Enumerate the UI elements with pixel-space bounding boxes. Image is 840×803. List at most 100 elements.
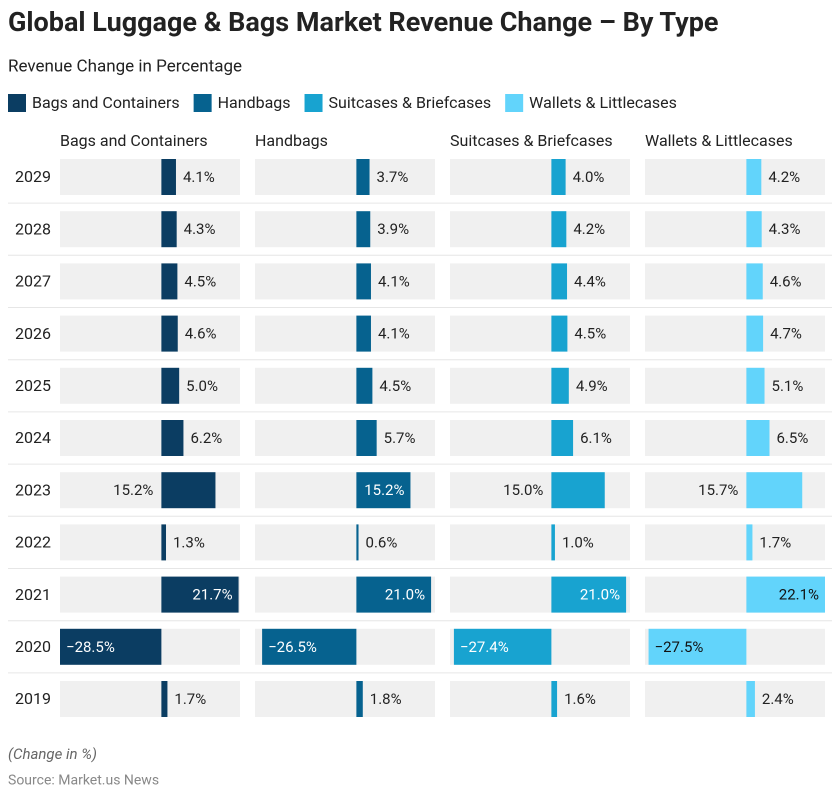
value-label: 4.2% — [573, 220, 605, 238]
bar — [356, 211, 371, 248]
bar — [746, 263, 763, 300]
panel-background — [645, 315, 825, 352]
bar — [161, 472, 216, 509]
value-label: 15.7% — [698, 481, 738, 499]
value-label: 4.1% — [183, 168, 215, 186]
value-label: 5.0% — [186, 377, 218, 395]
bar — [356, 367, 373, 404]
value-label: 4.0% — [573, 168, 605, 186]
panel-background — [60, 420, 240, 456]
panel-title: Suitcases & Briefcases — [450, 131, 613, 150]
value-label: 4.1% — [378, 272, 410, 290]
panel-title: Bags and Containers — [60, 131, 208, 150]
bar — [551, 315, 568, 352]
value-label: 4.6% — [770, 272, 802, 290]
panel-background — [60, 211, 240, 248]
bar — [746, 315, 764, 352]
panel-background — [645, 420, 825, 456]
bar — [60, 628, 162, 665]
bar — [356, 681, 363, 717]
bar — [746, 472, 803, 509]
value-label: 4.3% — [184, 220, 216, 238]
value-label: 21.7% — [192, 586, 232, 604]
panel-background — [450, 263, 630, 300]
value-label: 3.9% — [377, 220, 409, 238]
bar — [551, 420, 574, 456]
panel-background — [60, 681, 240, 717]
value-label: 15.2% — [364, 481, 404, 499]
panel-background — [255, 315, 435, 352]
panel-background — [645, 367, 825, 404]
legend-label: Bags and Containers — [32, 93, 180, 112]
source: Source: Market.us News — [8, 773, 159, 789]
panel-background — [450, 367, 630, 404]
bar — [453, 628, 552, 665]
chart-subtitle: Revenue Change in Percentage — [8, 56, 242, 76]
bar — [551, 263, 568, 300]
note: (Change in %) — [8, 745, 97, 763]
value-label: 4.9% — [576, 377, 608, 395]
value-label: 4.5% — [574, 325, 606, 343]
y-tick-label: 2028 — [15, 219, 51, 238]
panel-background — [450, 211, 630, 248]
legend-label: Handbags — [218, 93, 291, 112]
panel-background — [255, 159, 435, 195]
panel-background — [255, 524, 435, 561]
value-label: 1.8% — [370, 690, 402, 708]
panel-background — [60, 315, 240, 352]
bar — [356, 315, 371, 352]
y-tick-label: 2023 — [15, 480, 51, 499]
value-label: 6.1% — [580, 429, 612, 447]
bar — [356, 159, 370, 195]
bar — [746, 367, 765, 404]
panel-background — [450, 159, 630, 195]
bar — [746, 159, 762, 195]
bar — [746, 681, 755, 717]
value-label: 2.4% — [762, 690, 794, 708]
value-label: 22.1% — [779, 586, 819, 604]
bar — [161, 315, 178, 352]
panel-background — [645, 263, 825, 300]
y-tick-label: 2022 — [15, 533, 51, 552]
value-label: 4.6% — [185, 325, 217, 343]
y-tick-label: 2029 — [15, 167, 51, 186]
chart-title: Global Luggage & Bags Market Revenue Cha… — [8, 6, 718, 38]
bar — [161, 681, 168, 717]
bar — [161, 524, 167, 561]
value-label: −26.5% — [268, 638, 317, 656]
panel-background — [60, 524, 240, 561]
panel-background — [645, 681, 825, 717]
bar — [356, 263, 371, 300]
value-label: 6.5% — [777, 429, 809, 447]
value-label: 1.3% — [173, 533, 205, 551]
y-tick-label: 2025 — [15, 376, 51, 395]
value-label: 4.1% — [378, 325, 410, 343]
value-label: 4.5% — [184, 272, 216, 290]
bar — [356, 576, 432, 613]
legend-swatch — [304, 94, 323, 112]
y-tick-label: 2024 — [15, 428, 51, 447]
y-tick-label: 2021 — [15, 585, 51, 604]
bar — [551, 211, 567, 248]
y-tick-label: 2026 — [15, 324, 51, 343]
bar — [551, 159, 566, 195]
value-label: 4.3% — [769, 220, 801, 238]
panel-background — [255, 420, 435, 456]
panel-background — [645, 524, 825, 561]
value-label: 1.0% — [562, 533, 594, 551]
bar — [551, 681, 558, 717]
panel-title: Handbags — [255, 131, 328, 150]
value-label: 21.0% — [385, 586, 425, 604]
bar — [551, 367, 569, 404]
bar — [551, 472, 605, 509]
bar — [161, 367, 180, 404]
bar — [551, 576, 627, 613]
value-label: 15.0% — [503, 481, 543, 499]
bar — [161, 159, 176, 195]
legend-label: Wallets & Littlecases — [529, 93, 677, 112]
y-tick-label: 2019 — [15, 689, 51, 708]
panel-background — [255, 211, 435, 248]
legend-label: Suitcases & Briefcases — [329, 93, 492, 112]
bar — [356, 420, 377, 456]
